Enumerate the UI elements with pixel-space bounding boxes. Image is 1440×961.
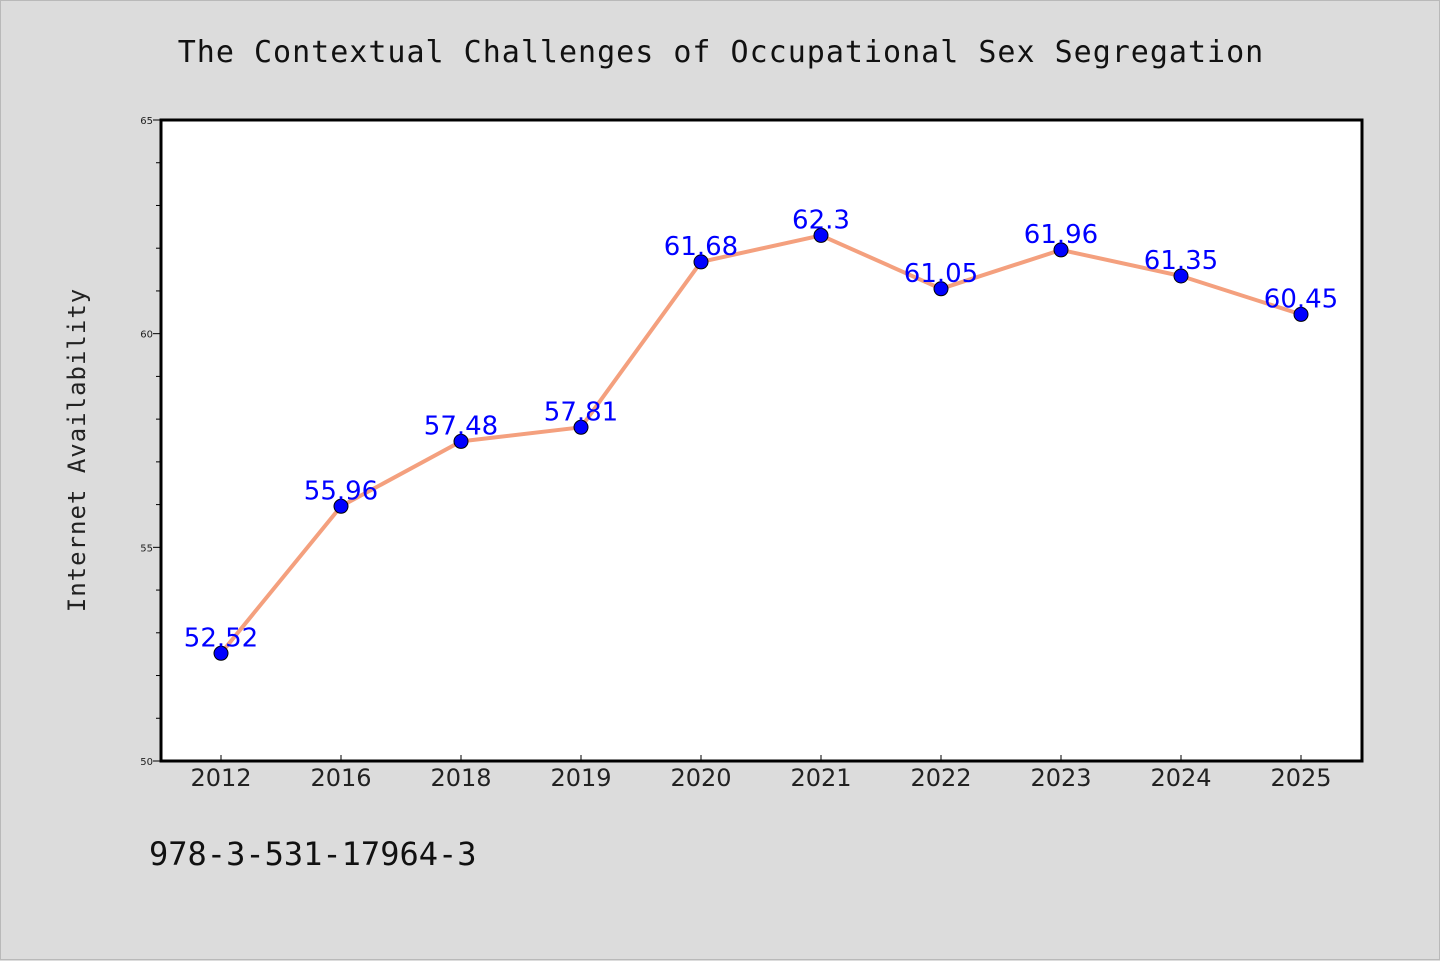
x-tick-label: 2021 (790, 764, 851, 792)
plot-area (159, 118, 1364, 763)
data-point (213, 645, 229, 661)
data-label: 55.96 (304, 476, 378, 506)
data-label: 57.48 (424, 411, 498, 441)
isbn-text: 978-3-531-17964-3 (149, 835, 477, 873)
data-point (693, 254, 709, 270)
series-line (219, 233, 1302, 655)
x-tick-label: 2022 (910, 764, 971, 792)
data-point (573, 419, 589, 435)
data-label: 57.81 (544, 397, 618, 427)
data-point (933, 281, 949, 297)
x-tick-label: 2024 (1150, 764, 1211, 792)
data-label: 52.52 (184, 623, 258, 653)
x-tick-label: 2020 (670, 764, 731, 792)
data-label: 61.96 (1024, 220, 1098, 250)
data-point (1173, 268, 1189, 284)
series-markers (213, 227, 1309, 661)
y-tick-label: 55 (140, 543, 153, 554)
y-tick-label: 60 (140, 330, 153, 341)
x-tick-label: 2023 (1030, 764, 1091, 792)
x-tick-label: 2019 (550, 764, 611, 792)
x-tick-label: 2018 (430, 764, 491, 792)
x-tick-label: 2025 (1270, 764, 1331, 792)
data-labels: 52.52 55.96 57.48 57.81 61.68 62.3 61.05 61.96 6… (184, 205, 1338, 653)
x-tick-label: 2016 (310, 764, 371, 792)
data-label: 61.68 (664, 232, 738, 262)
data-point (1293, 306, 1309, 322)
data-label: 60.45 (1264, 284, 1338, 314)
y-axis-ticks: 50 55 60 65 (140, 116, 161, 768)
y-tick-label: 50 (140, 757, 153, 768)
x-axis-ticks: 2012 2016 2018 2019 2020 2021 2022 2023 2024 2025 (190, 755, 1332, 792)
data-point (1053, 242, 1069, 258)
y-axis-label: Internet Availability (63, 288, 91, 612)
data-point (333, 498, 349, 514)
data-label: 61.05 (904, 259, 978, 289)
chart-title: The Contextual Challenges of Occupationa… (177, 35, 1265, 70)
y-tick-label: 65 (140, 116, 153, 127)
data-label: 62.3 (792, 205, 850, 235)
data-point (453, 433, 469, 449)
x-tick-label: 2012 (190, 764, 251, 792)
data-point (813, 227, 829, 243)
data-label: 61.35 (1144, 246, 1218, 276)
